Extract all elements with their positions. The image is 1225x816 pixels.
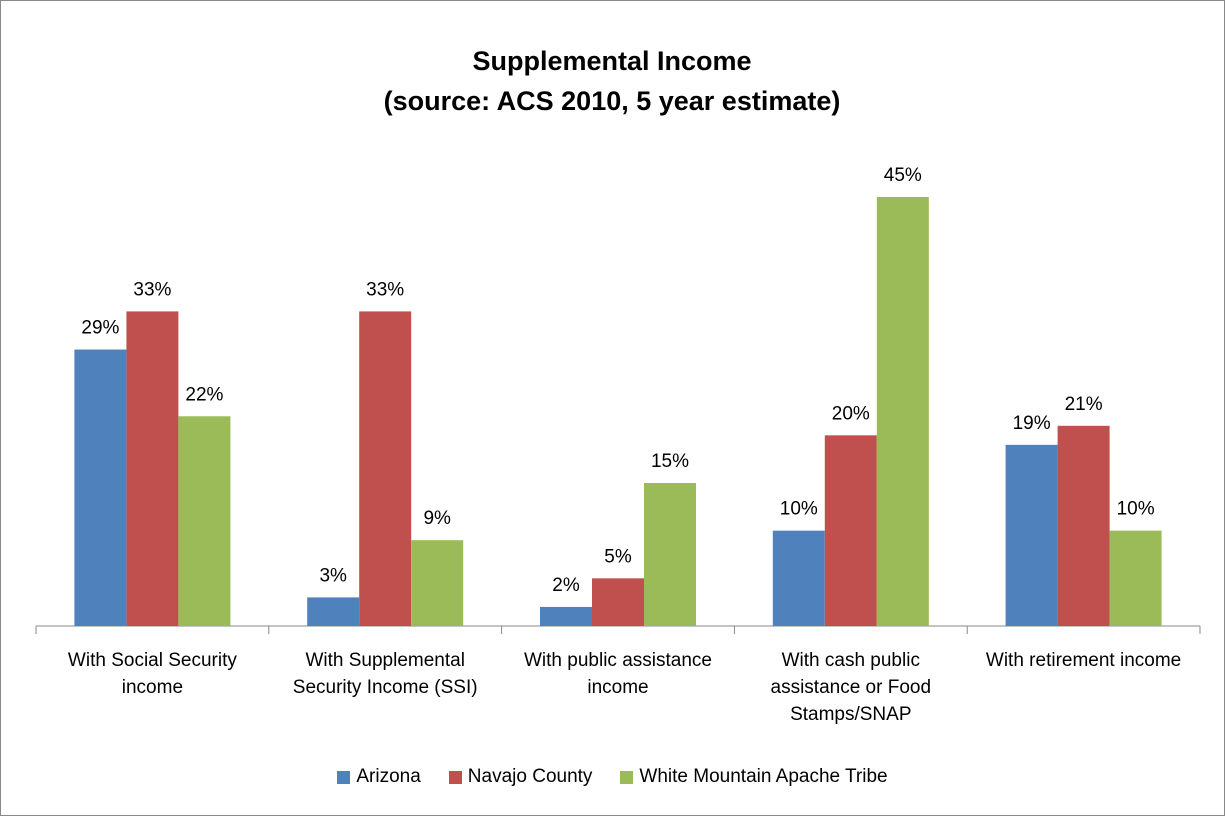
data-label: 33% <box>366 279 404 300</box>
x-tick-label: With Supplemental Security Income (SSI) <box>292 650 478 698</box>
bar <box>307 597 360 626</box>
data-label: 5% <box>604 546 632 567</box>
data-label: 9% <box>423 508 451 529</box>
bar <box>74 349 127 626</box>
data-label: 2% <box>552 575 580 596</box>
data-label: 45% <box>884 165 922 186</box>
data-label: 29% <box>81 318 119 339</box>
data-label: 19% <box>1013 413 1051 434</box>
chart-title: Supplemental Income <box>472 46 751 76</box>
data-label: 3% <box>319 565 347 586</box>
legend-swatch <box>337 770 351 784</box>
data-label: 21% <box>1065 394 1103 415</box>
legend-item: White Mountain Apache Tribe <box>620 766 888 788</box>
legend-item: Arizona <box>337 766 421 788</box>
legend: Arizona Navajo County White Mountain Apach… <box>0 766 1225 788</box>
bar <box>411 540 464 626</box>
legend-swatch <box>448 770 462 784</box>
data-label: 10% <box>1117 499 1155 520</box>
x-tick-label: With retirement income <box>985 650 1182 671</box>
x-tick-label: With Social Security income <box>67 650 237 698</box>
bar <box>178 416 231 626</box>
bar <box>824 435 877 626</box>
bar <box>876 197 929 626</box>
data-label: 15% <box>651 451 689 472</box>
data-label: 20% <box>832 403 870 424</box>
bar <box>359 311 412 626</box>
bar <box>644 483 696 626</box>
bar <box>126 311 179 626</box>
bar <box>1005 444 1058 626</box>
bar <box>772 530 825 626</box>
bar <box>592 578 644 626</box>
legend-label: Arizona <box>356 766 421 787</box>
legend-label: White Mountain Apache Tribe <box>639 766 888 787</box>
legend-swatch <box>620 770 634 784</box>
data-label: 22% <box>185 384 223 405</box>
bar <box>1109 530 1162 626</box>
bar <box>540 606 592 626</box>
legend-item: Navajo County <box>448 766 593 788</box>
x-tick-label: With cash public assistance or Food Stam… <box>770 650 932 725</box>
data-label: 10% <box>780 499 818 520</box>
chart-subtitle: (source: ACS 2010, 5 year estimate) <box>384 86 841 116</box>
legend-label: Navajo County <box>467 766 593 787</box>
x-tick-label: With public assistance income <box>524 650 712 698</box>
bar <box>1057 425 1110 626</box>
data-label: 33% <box>133 279 171 300</box>
